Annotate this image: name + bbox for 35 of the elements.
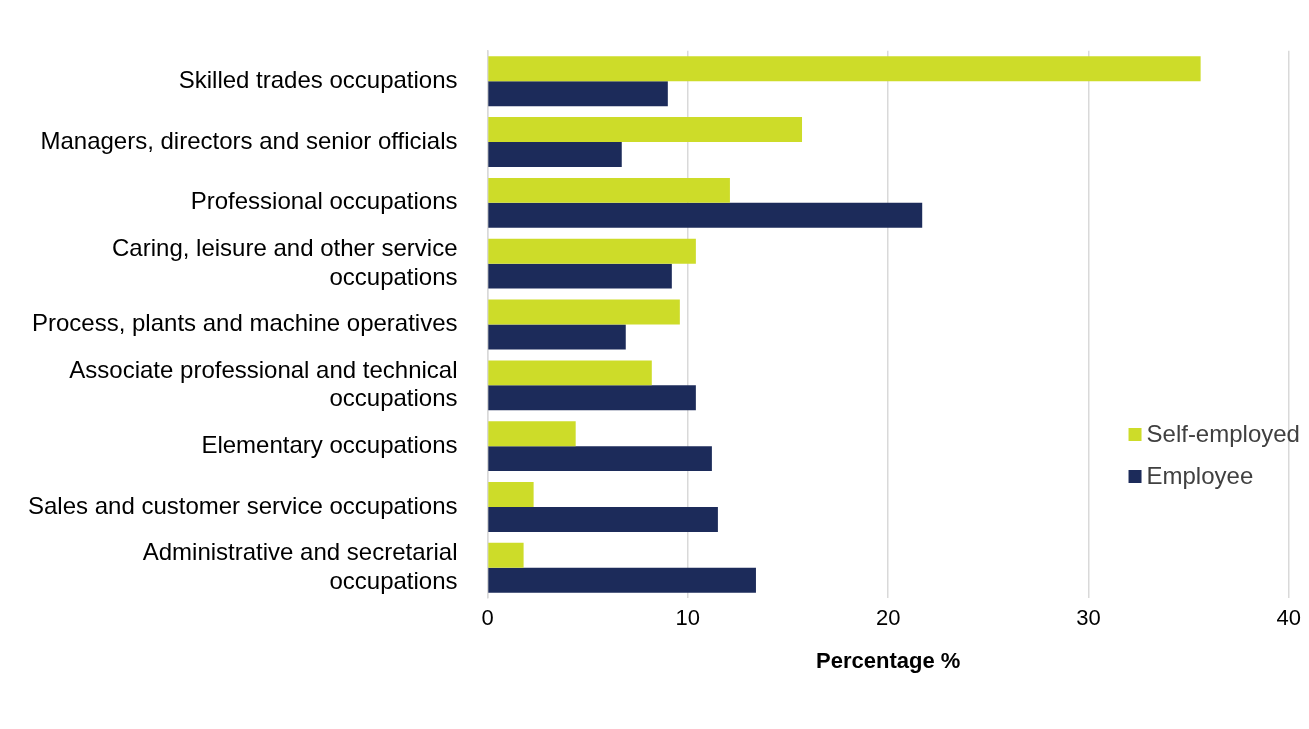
- x-tick-label: 40: [1276, 605, 1302, 631]
- bar: [488, 177, 730, 203]
- bar: [488, 446, 712, 472]
- bar: [488, 238, 696, 264]
- y-tick-label: Administrative and secretarial occupations: [142, 538, 458, 594]
- bar: [488, 299, 680, 325]
- bar: [488, 542, 524, 568]
- bar: [488, 482, 534, 507]
- bar: [488, 202, 923, 228]
- bar: [488, 506, 718, 532]
- bar: [488, 421, 576, 447]
- x-tick-label: 20: [875, 605, 901, 631]
- y-tick-label: Skilled trades occupations: [178, 65, 458, 93]
- legend-label: Employee: [1146, 461, 1254, 489]
- y-tick-label: Elementary occupations: [201, 430, 458, 458]
- y-tick-label: Caring, leisure and other service occupations: [112, 233, 458, 290]
- x-tick-label: 0: [481, 605, 494, 631]
- bar: [488, 360, 652, 386]
- y-tick-label: Associate professional and technical occupations: [69, 355, 458, 412]
- bar: [488, 324, 626, 350]
- x-axis-title: Percentage %: [816, 647, 961, 673]
- bar: [488, 117, 803, 143]
- bar: [488, 263, 672, 289]
- bar: [488, 56, 1201, 82]
- y-tick-label: Professional occupations: [190, 187, 458, 215]
- y-tick-label: Managers, directors and senior officials: [40, 126, 458, 154]
- bar: [488, 81, 668, 107]
- x-tick-label: 10: [675, 605, 701, 631]
- x-tick-label: 30: [1076, 605, 1101, 631]
- bar: [488, 385, 696, 411]
- bar: [488, 567, 756, 593]
- legend-label: Self-employed: [1146, 419, 1300, 447]
- y-tick-label: Sales and customer service occupations: [27, 491, 458, 519]
- y-tick-label: Process, plants and machine operatives: [31, 309, 458, 337]
- bar: [488, 142, 622, 167]
